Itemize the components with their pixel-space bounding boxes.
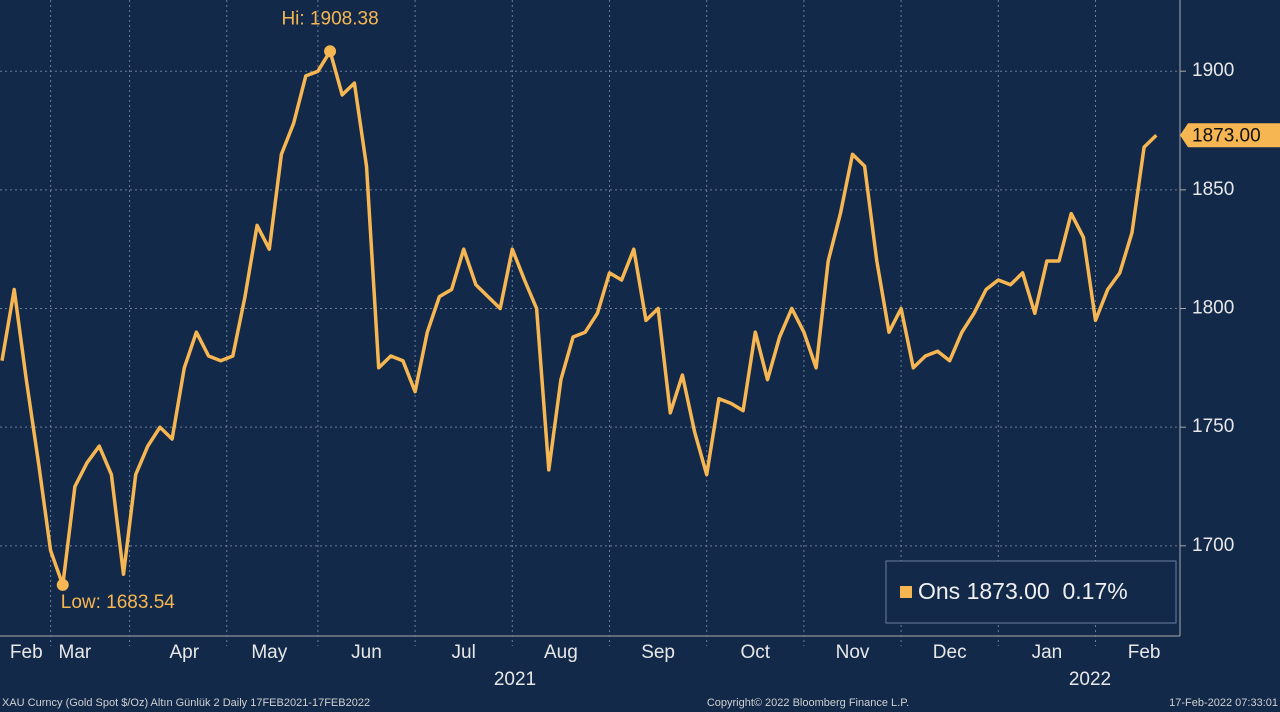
- last-value-tag: [1180, 123, 1280, 148]
- y-tick-label: 1900: [1192, 60, 1234, 81]
- y-tick-label: 1850: [1192, 179, 1234, 200]
- x-tick-label: Nov: [836, 642, 870, 663]
- x-tick-label: Dec: [933, 642, 967, 663]
- x-tick-label: Sep: [641, 642, 675, 663]
- x-tick-label: Jan: [1032, 642, 1063, 663]
- year-label: 2021: [494, 669, 536, 690]
- last-value-label: 1873.00: [1192, 125, 1261, 146]
- legend-text: Ons 1873.00 0.17%: [918, 578, 1128, 604]
- legend-box: [885, 560, 1177, 624]
- year-label: 2022: [1069, 669, 1111, 690]
- footer-right: 17-Feb-2022 07:33:01: [1169, 697, 1278, 709]
- x-tick-label: Aug: [544, 642, 578, 663]
- x-tick-label: May: [251, 642, 287, 663]
- x-tick-label: Apr: [169, 642, 199, 663]
- legend-swatch: [900, 586, 912, 598]
- x-tick-label: Oct: [741, 642, 771, 663]
- x-tick-label: Mar: [59, 642, 92, 663]
- low-label: Low: 1683.54: [61, 592, 176, 613]
- x-tick-label: Feb: [1128, 642, 1161, 663]
- y-tick-label: 1700: [1192, 535, 1234, 556]
- hi-point: [324, 45, 337, 58]
- x-tick-label: Jun: [351, 642, 382, 663]
- hi-label: Hi: 1908.38: [281, 8, 378, 29]
- x-tick-label: Jul: [452, 642, 476, 663]
- low-point: [56, 578, 69, 591]
- y-tick-label: 1750: [1192, 416, 1234, 437]
- footer-center: Copyright© 2022 Bloomberg Finance L.P.: [707, 697, 909, 709]
- price-line: [0, 49, 1158, 587]
- y-tick-label: 1800: [1192, 298, 1234, 319]
- footer-left: XAU Curncy (Gold Spot $/Oz) Altın Günlük…: [2, 697, 370, 709]
- x-tick-label: Feb: [10, 642, 43, 663]
